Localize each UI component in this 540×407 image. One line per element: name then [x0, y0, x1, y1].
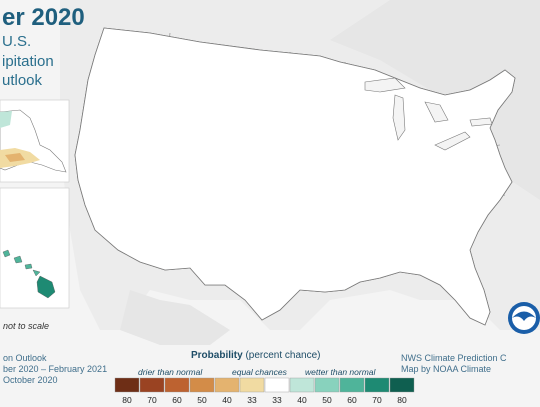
alaska-drier-40: [5, 153, 25, 162]
legend-title-bold: Probability: [191, 350, 243, 361]
lake-superior: [364, 77, 406, 93]
legend-title: Probability (percent chance): [191, 350, 321, 361]
legend-swatch: [364, 377, 390, 393]
legend-tick-label: 60: [172, 395, 182, 405]
legend-title-rest: (percent chance): [242, 350, 321, 361]
map-title-line1: er 2020: [2, 4, 85, 31]
legend-swatch: [314, 377, 340, 393]
canada-land: [330, 0, 540, 200]
legend-tick-label: 80: [397, 395, 407, 405]
lake-huron: [424, 101, 449, 123]
hawaii-island: [32, 269, 41, 277]
legend-swatch: [289, 377, 315, 393]
lake-erie: [434, 131, 471, 151]
legend-equal-label: equal chances: [232, 367, 287, 377]
legend-tick-label: 70: [147, 395, 157, 405]
alaska-wetter: [0, 111, 12, 128]
legend-tick-label: 40: [297, 395, 307, 405]
hawaii-inset-frame: [0, 187, 70, 309]
legend-swatch: [239, 377, 265, 393]
legend-tick-label: 33: [247, 395, 257, 405]
alaska-inset: [0, 99, 70, 183]
footer-left-line2: ber 2020 – February 2021: [3, 364, 108, 374]
lake-michigan: [392, 94, 406, 141]
legend-swatch: [139, 377, 165, 393]
footer-right-line2: Map by NOAA Climate: [401, 364, 492, 374]
great-lakes: [364, 77, 493, 151]
hawaii-big-island: [36, 275, 56, 299]
map-title-line4: utlook: [2, 72, 43, 89]
legend-tick-label: 80: [122, 395, 132, 405]
legend-tick-label: 40: [222, 395, 232, 405]
map-title-line2: U.S.: [2, 33, 32, 50]
legend-swatch: [389, 377, 415, 393]
footer-left-line3: October 2020: [3, 375, 58, 385]
legend-swatch: [214, 377, 240, 393]
legend-tick-label: 50: [197, 395, 207, 405]
legend-swatch: [339, 377, 365, 393]
lake-ontario: [469, 117, 493, 127]
map-title-line3: ipitation: [2, 53, 54, 70]
legend-swatch: [264, 377, 290, 393]
legend-colorbar: [114, 377, 415, 393]
legend-drier-label: drier than normal: [138, 367, 203, 377]
legend-tick-label: 70: [372, 395, 382, 405]
noaa-logo-icon: [508, 302, 540, 334]
hawaii-island: [2, 249, 11, 258]
legend-swatch: [189, 377, 215, 393]
hawaii-inset: [0, 187, 70, 309]
legend-tick-label: 50: [322, 395, 332, 405]
inset-scale-note: not to scale: [3, 321, 50, 331]
logo-bird: [512, 311, 536, 321]
legend-wetter-label: wetter than normal: [305, 367, 376, 377]
hawaii-island: [13, 255, 23, 264]
legend-tick-label: 60: [347, 395, 357, 405]
footer-left-line1: on Outlook: [3, 353, 47, 363]
footer-right-line1: NWS Climate Prediction C: [401, 353, 507, 363]
legend-swatch: [114, 377, 140, 393]
hawaii-island: [24, 263, 33, 270]
legend-tick-label: 33: [272, 395, 282, 405]
mexico-land: [120, 290, 230, 345]
legend-swatch: [164, 377, 190, 393]
